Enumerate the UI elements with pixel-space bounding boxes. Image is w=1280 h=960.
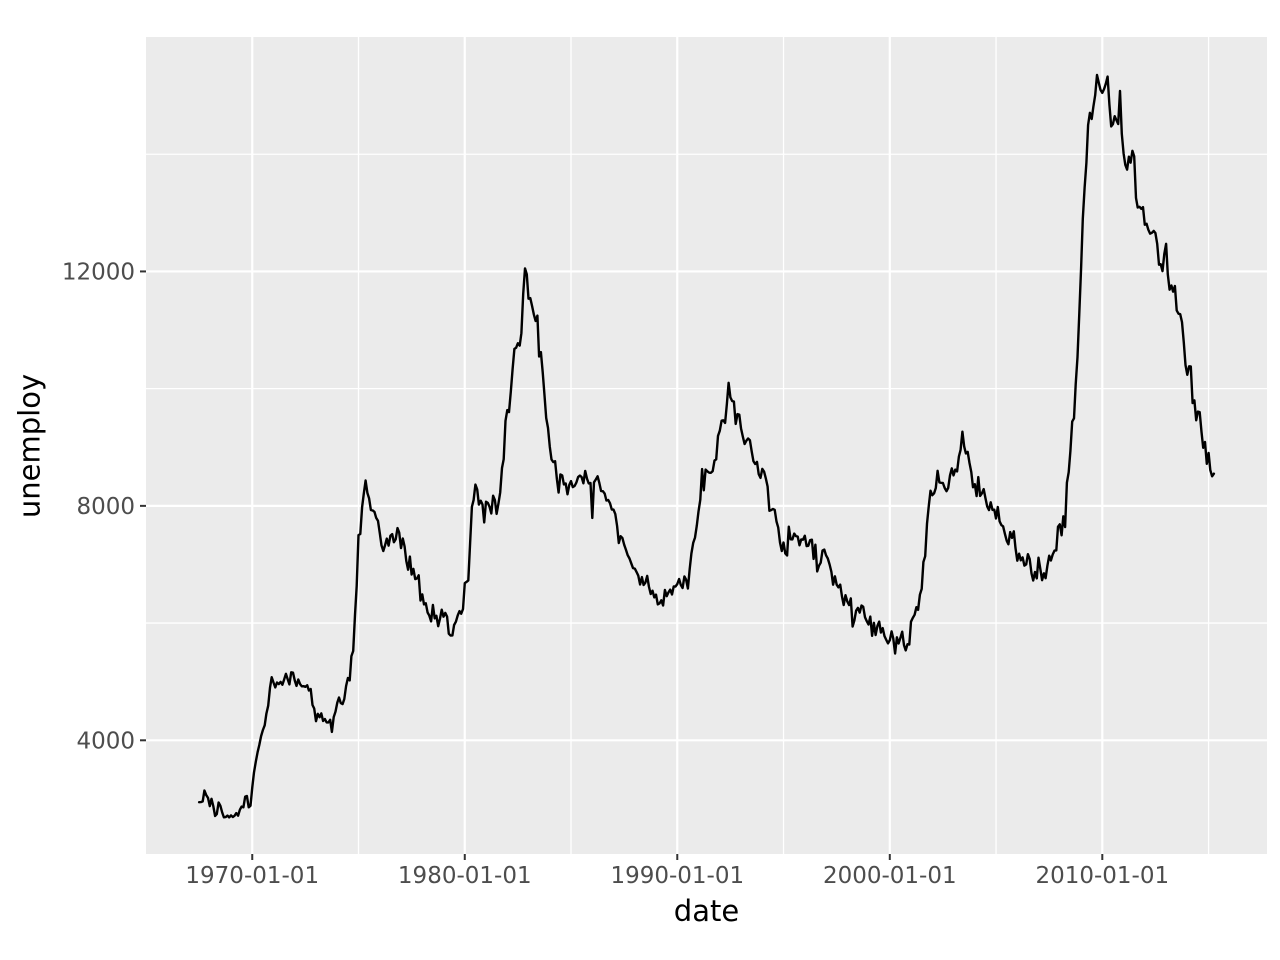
y-axis-title: unemploy bbox=[12, 373, 47, 519]
x-tick-label: 1970-01-01 bbox=[185, 863, 319, 889]
y-tick-label: 4000 bbox=[76, 728, 135, 754]
x-tick-label: 1990-01-01 bbox=[610, 863, 744, 889]
y-tick-label: 8000 bbox=[76, 494, 135, 520]
x-tick-label: 1980-01-01 bbox=[398, 863, 532, 889]
x-tick-label: 2000-01-01 bbox=[823, 863, 957, 889]
x-axis-title: date bbox=[673, 894, 740, 928]
unemploy-series-line bbox=[197, 73, 1216, 819]
x-tick-label: 2010-01-01 bbox=[1035, 863, 1169, 889]
plot-panel bbox=[146, 37, 1267, 854]
y-tick-label: 12000 bbox=[62, 259, 135, 285]
